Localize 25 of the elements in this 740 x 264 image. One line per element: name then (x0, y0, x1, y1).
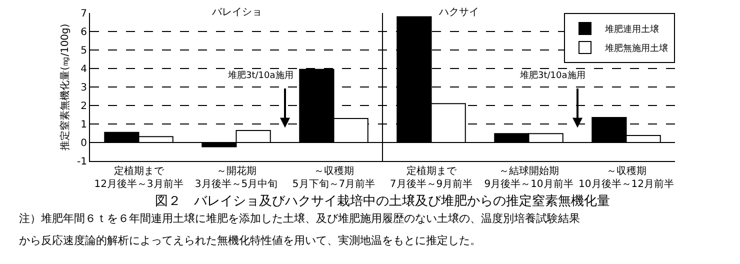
annotation: ハクサイ (438, 7, 479, 18)
x-tick-label: ～収穫期 5月下旬～7月前半 (292, 165, 376, 190)
y-tick-label: 5 (80, 46, 87, 56)
y-tick-label: 3 (80, 82, 87, 94)
y-tick-label: 0 (80, 138, 87, 149)
y-tick-label: -1 (77, 156, 87, 168)
y-tick-label: 7 (80, 8, 87, 20)
text: 注）堆肥年間６ｔを６年間連用土壌に堆肥を添加した土壌、及び堆肥施用履歴のない土壌の、温度別培養試験結果 (19, 212, 580, 225)
x-tick-label: ～結球開始期 9月後半～10月前半 (484, 165, 574, 190)
y-tick-label: 6 (80, 27, 87, 38)
annotation: 堆肥3t/10a施用 (519, 70, 586, 81)
legend-label: 堆肥連用土壌 (604, 24, 659, 36)
y-tick-label: 1 (80, 120, 87, 130)
annotation: バレイショ (211, 7, 262, 18)
y-tick-label: 4 (80, 64, 87, 75)
legend-label: 堆肥無施用土壌 (604, 43, 668, 54)
text: から反応速度論的解析によってえられた無機化特性値を用いて、実測地温をもとに推定した。 (19, 234, 481, 247)
x-tick-label: ～開花期 3月後半～5月中旬 (194, 165, 278, 190)
y-axis-title: 推定窒素無機化量(㎎/100g) (59, 24, 72, 150)
annotation: 堆肥3t/10a施用 (227, 70, 294, 81)
x-tick-label: ～収穫期 10月後半～12月前半 (578, 165, 674, 190)
x-tick-label: 定植期まで 7月後半～9月前半 (390, 165, 473, 190)
y-tick-label: 2 (80, 101, 87, 112)
text: 図２ バレイショ及びハクサイ栽培中の土壌及び堆肥からの推定窒素無機化量 (155, 193, 610, 209)
x-tick-label: 定植期まで 12月後半～3月前半 (94, 165, 184, 190)
